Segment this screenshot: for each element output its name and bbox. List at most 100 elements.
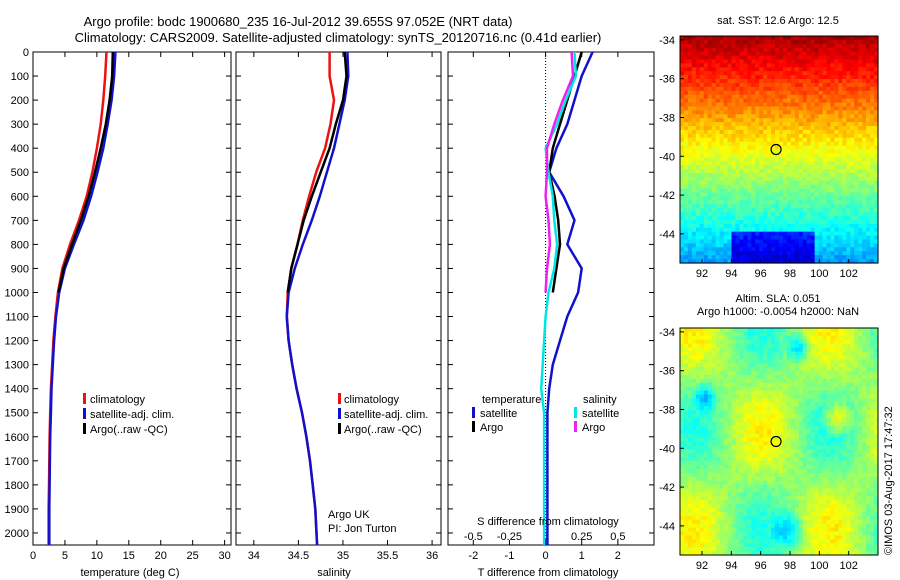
map-cell bbox=[743, 259, 748, 264]
map-cell bbox=[854, 133, 859, 139]
map-cell bbox=[870, 227, 875, 233]
map-cell bbox=[786, 172, 792, 178]
map-cell bbox=[874, 433, 879, 439]
map-cell bbox=[814, 449, 820, 454]
map-cell bbox=[870, 461, 875, 466]
map-cell bbox=[838, 355, 843, 360]
map-cell bbox=[834, 106, 839, 111]
map-cell bbox=[767, 425, 772, 431]
map-cell bbox=[874, 47, 879, 53]
map-cell bbox=[743, 165, 748, 170]
map-cell bbox=[711, 464, 717, 470]
map-cell bbox=[751, 421, 756, 427]
map-cell bbox=[818, 468, 824, 474]
map-cell bbox=[779, 223, 784, 229]
map-cell bbox=[818, 149, 824, 155]
map-cell bbox=[699, 235, 705, 241]
map-cell bbox=[806, 339, 812, 345]
map-cell bbox=[814, 43, 820, 49]
map-cell bbox=[779, 184, 784, 190]
map-cell bbox=[790, 149, 796, 155]
map-cell bbox=[715, 339, 721, 345]
map-cell bbox=[870, 331, 875, 337]
map-cell bbox=[826, 86, 832, 92]
map-cell bbox=[680, 476, 685, 482]
map-cell bbox=[834, 75, 839, 80]
map-cell bbox=[850, 141, 855, 147]
map-cell bbox=[838, 59, 843, 64]
map-cell bbox=[850, 347, 855, 353]
map-cell bbox=[775, 378, 780, 384]
map-cell bbox=[739, 165, 744, 170]
map-cell bbox=[854, 355, 859, 360]
map-cell bbox=[691, 192, 697, 198]
map-cell bbox=[755, 169, 760, 174]
map-cell bbox=[798, 414, 804, 419]
map-cell bbox=[826, 433, 832, 439]
map-cell bbox=[850, 414, 855, 419]
argo-position-marker bbox=[770, 143, 782, 156]
map-cell bbox=[806, 328, 812, 333]
map-cell bbox=[826, 335, 832, 341]
map-cell bbox=[846, 239, 851, 245]
map-cell bbox=[680, 359, 685, 364]
map-cell bbox=[727, 90, 733, 96]
map-cell bbox=[830, 212, 836, 217]
map-cell bbox=[866, 192, 871, 198]
map-cell bbox=[814, 410, 820, 415]
map-cell bbox=[719, 110, 725, 115]
map-cell bbox=[731, 133, 737, 139]
map-cell bbox=[743, 457, 748, 462]
map-cell bbox=[866, 235, 871, 241]
map-cell bbox=[858, 476, 863, 482]
map-cell bbox=[683, 339, 689, 345]
map-cell bbox=[874, 192, 879, 198]
map-cell bbox=[786, 259, 792, 264]
map-cell bbox=[699, 86, 705, 92]
map-cell bbox=[846, 437, 851, 443]
map-cell bbox=[703, 219, 709, 225]
map-cell bbox=[695, 79, 701, 84]
map-cell bbox=[779, 468, 784, 474]
map-cell bbox=[727, 398, 733, 403]
map-cell bbox=[735, 200, 740, 205]
map-cell bbox=[870, 165, 875, 170]
map-cell bbox=[779, 67, 784, 72]
map-cell bbox=[782, 437, 788, 443]
map-cell bbox=[794, 137, 800, 143]
map-cell bbox=[870, 212, 875, 217]
map-cell bbox=[691, 371, 697, 376]
map-cell bbox=[779, 363, 784, 368]
map-cell bbox=[802, 421, 808, 427]
map-cell bbox=[866, 82, 871, 88]
map-cell bbox=[759, 449, 764, 454]
map-cell bbox=[767, 414, 772, 419]
map-cell bbox=[858, 36, 863, 41]
map-cell bbox=[814, 39, 820, 45]
map-cell bbox=[858, 176, 863, 182]
map-cell bbox=[806, 51, 812, 57]
map-cell bbox=[691, 331, 697, 337]
map-cell bbox=[874, 382, 879, 388]
map-cell bbox=[699, 153, 705, 158]
map-cell bbox=[699, 106, 705, 111]
map-cell bbox=[715, 449, 721, 454]
map-cell bbox=[814, 216, 820, 221]
map-cell bbox=[751, 43, 756, 49]
map-cell bbox=[743, 410, 748, 415]
map-cell bbox=[767, 223, 772, 229]
map-cell bbox=[755, 243, 760, 248]
map-cell bbox=[846, 247, 851, 252]
map-cell bbox=[798, 145, 804, 151]
map-cell bbox=[763, 47, 768, 53]
map-cell bbox=[802, 172, 808, 178]
map-cell bbox=[818, 406, 824, 411]
map-cell bbox=[727, 457, 733, 462]
map-cell bbox=[790, 47, 796, 53]
map-cell bbox=[834, 235, 839, 241]
map-cell bbox=[814, 472, 820, 478]
map-cell bbox=[711, 55, 717, 61]
map-cell bbox=[838, 445, 843, 450]
map-cell bbox=[838, 90, 843, 96]
map-cell bbox=[838, 137, 843, 143]
